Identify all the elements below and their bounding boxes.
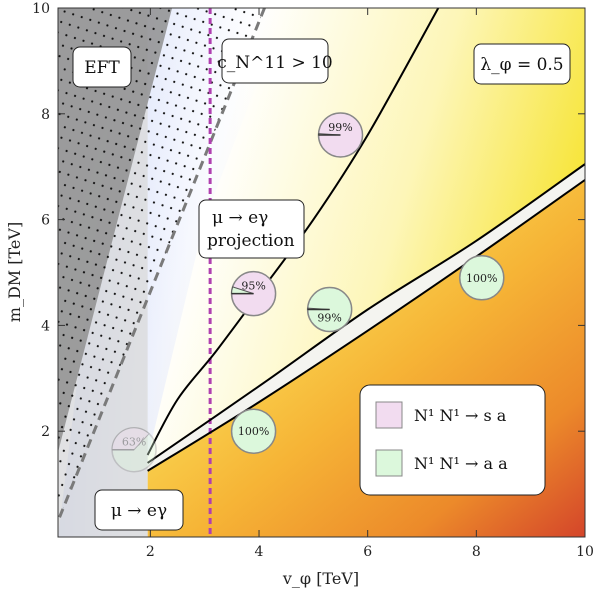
x-axis-label: v_φ [TeV] (282, 569, 359, 588)
y-tick-label: 4 (41, 318, 50, 334)
y-tick-label: 2 (41, 424, 50, 440)
band-region (147, 164, 585, 471)
legend-label-sa: N¹ N¹ → s a (414, 406, 507, 425)
mu-bottom-label-box: μ → eγ (94, 489, 184, 531)
upper-branch-curve (146, 8, 440, 456)
pie-5: 63% (111, 426, 157, 473)
pie-wedge (111, 427, 150, 451)
y-tick-label: 6 (41, 213, 50, 229)
lower-branch-curve (147, 163, 585, 464)
x-tick-label: 6 (363, 544, 372, 560)
legend: N¹ N¹ → s a N¹ N¹ → a a (359, 384, 546, 496)
x-tick-label: 4 (255, 544, 264, 560)
pie-label: 99% (317, 312, 341, 325)
projection-label-box: μ → eγ projection (198, 199, 305, 259)
cn-label-box: c_N^11 > 10 (217, 38, 333, 84)
pie-0: 99% (317, 112, 364, 158)
x-tick-label: 10 (576, 544, 594, 560)
lambda-label: λ_φ = 0.5 (480, 55, 563, 75)
pie-label: 100% (238, 425, 269, 438)
eft-label: EFT (84, 58, 120, 78)
projection-label-line2: projection (207, 231, 295, 251)
legend-swatch-sa (375, 401, 403, 429)
pie-label: 100% (466, 272, 497, 285)
pie-label: 63% (122, 436, 146, 449)
legend-swatch-aa (375, 449, 403, 477)
eft-label-box: EFT (72, 46, 132, 88)
mu-bottom-label: μ → eγ (111, 501, 167, 521)
pie-label: 99% (328, 121, 352, 134)
pie-disk (230, 408, 277, 454)
cn-dashed-boundary (58, 8, 266, 522)
pie-disk (111, 426, 157, 473)
cn-label: c_N^11 > 10 (217, 53, 332, 73)
y-tick-label: 10 (32, 1, 50, 17)
pie-disk (459, 255, 505, 301)
plot-frame (57, 7, 586, 538)
y-tick-label: 8 (41, 107, 50, 123)
x-tick-label: 2 (146, 544, 155, 560)
x-tick-label: 8 (472, 544, 481, 560)
pie-4: 100% (230, 408, 277, 454)
eft-dotted-overlay (58, 8, 173, 453)
pie-3: 100% (459, 255, 505, 301)
projection-label-line1: μ → eγ (212, 208, 268, 228)
pie-1: 95% (230, 270, 277, 317)
lambda-label-box: λ_φ = 0.5 (473, 43, 571, 85)
pie-label: 95% (241, 280, 265, 293)
pie-2: 99% (306, 286, 353, 333)
band-lower-curve (147, 179, 585, 472)
legend-label-aa: N¹ N¹ → a a (414, 454, 508, 473)
y-axis-label: m_DM [TeV] (5, 222, 24, 322)
